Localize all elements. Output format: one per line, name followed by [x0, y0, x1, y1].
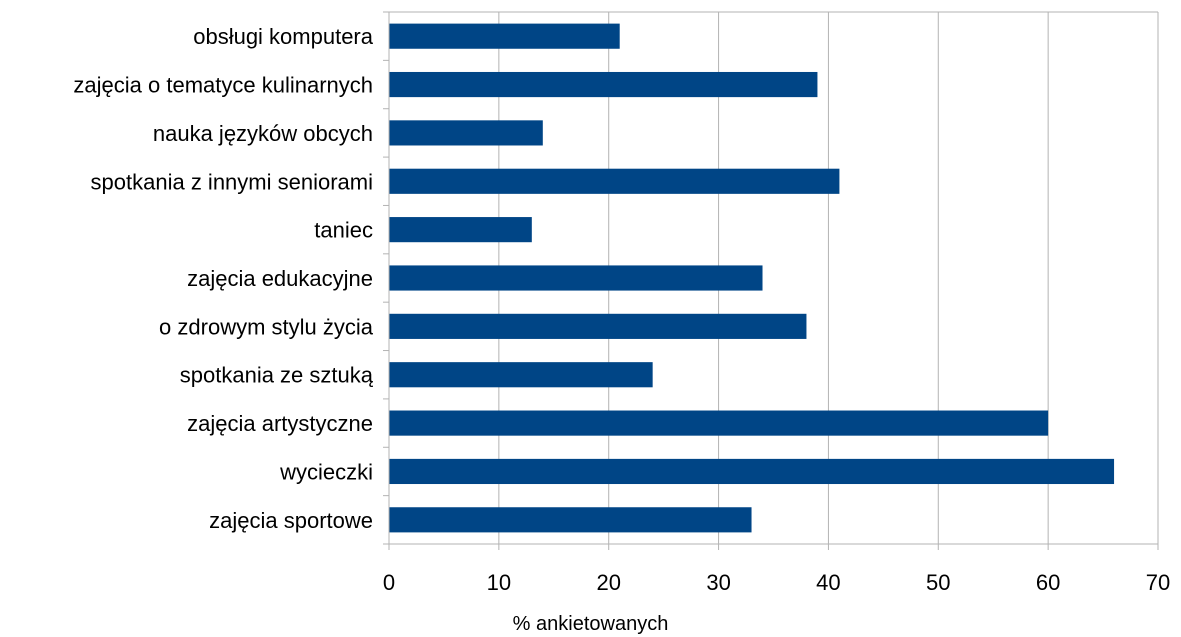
grid-layer — [388, 11, 1159, 550]
bar — [389, 71, 818, 98]
category-label: zajęcia artystyczne — [187, 411, 373, 436]
x-tick-label: 30 — [706, 570, 730, 595]
x-tick-label: 60 — [1036, 570, 1060, 595]
category-label: nauka języków obcych — [153, 121, 373, 146]
bar — [389, 458, 1115, 485]
bar — [389, 362, 653, 388]
category-label: obsługi komputera — [193, 24, 374, 49]
bar — [389, 217, 532, 243]
category-label: zajęcia sportowe — [209, 508, 373, 533]
labels-layer: obsługi komputera zajęcia o tematyce kuli… — [73, 24, 373, 533]
x-axis-title: % ankietowanych — [513, 613, 669, 635]
x-tick-label: 10 — [487, 570, 511, 595]
x-tick-label: 0 — [383, 570, 395, 595]
category-label: wycieczki — [279, 459, 373, 484]
category-label: spotkania z innymi seniorami — [91, 169, 373, 194]
x-tick-label: 70 — [1146, 570, 1170, 595]
category-label: o zdrowym stylu życia — [159, 314, 374, 339]
bar — [389, 410, 1049, 436]
category-label: zajęcia edukacyjne — [187, 266, 373, 291]
category-label: spotkania ze sztuką — [180, 363, 374, 388]
bar — [389, 507, 752, 533]
bar — [389, 265, 763, 291]
axis-layer: 0 10 20 30 40 50 60 70 — [383, 11, 1170, 595]
category-label: taniec — [314, 218, 373, 243]
x-tick-label: 20 — [596, 570, 620, 595]
bar — [389, 313, 807, 339]
bars-layer — [389, 23, 1115, 533]
category-label: zajęcia o tematyce kulinarnych — [73, 73, 373, 98]
bar — [389, 23, 620, 49]
bar — [389, 120, 543, 146]
bar — [389, 168, 840, 194]
x-tick-label: 40 — [816, 570, 840, 595]
x-tick-label: 50 — [926, 570, 950, 595]
